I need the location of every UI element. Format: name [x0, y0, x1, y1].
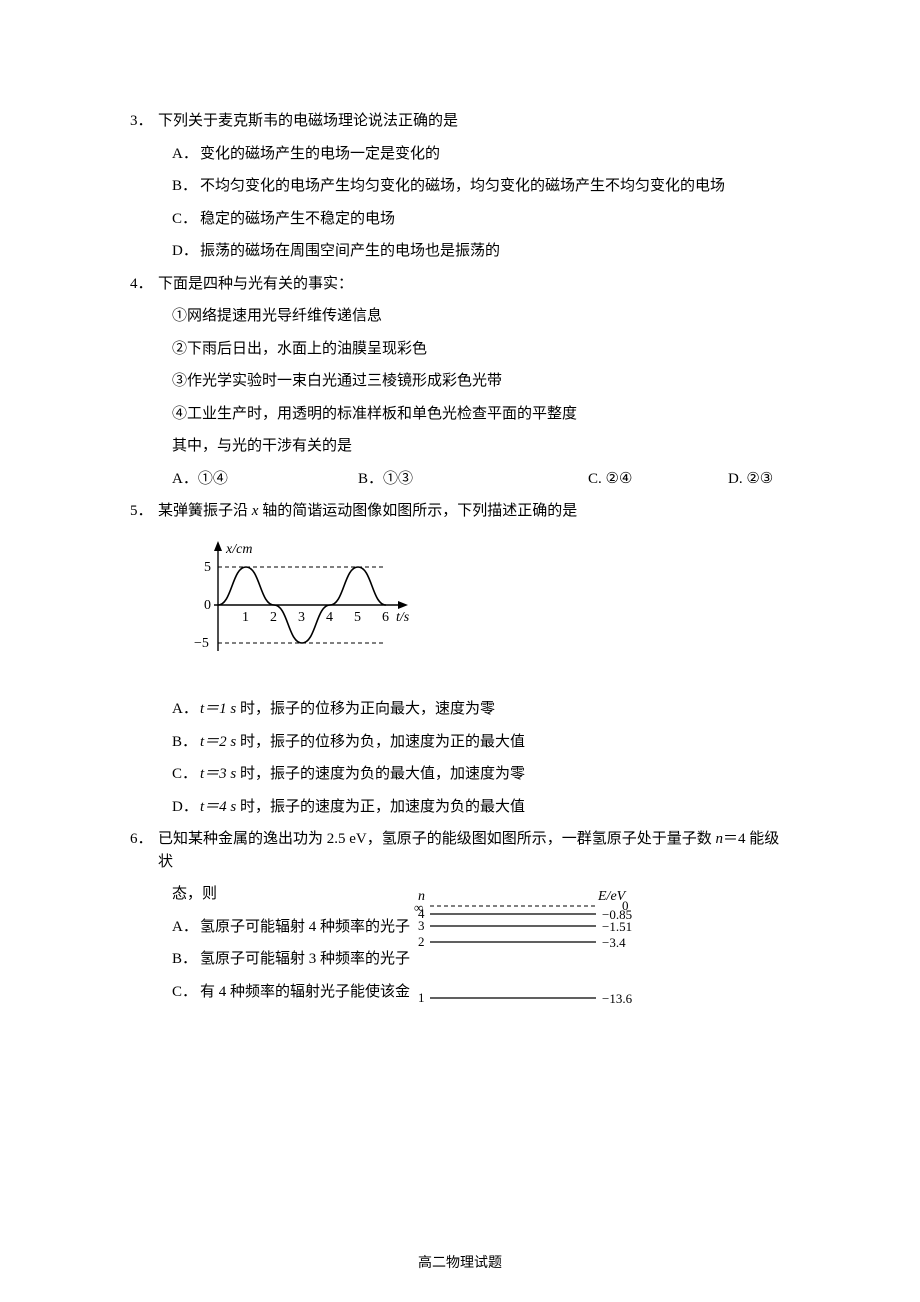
q4-sub-2: ②下雨后日出，水面上的油膜呈现彩色 — [172, 338, 790, 361]
x-tick-1: 1 — [242, 610, 249, 625]
option-text: 稳定的磁场产生不稳定的电场 — [200, 208, 790, 231]
q4-stem: 4． 下面是四种与光有关的事实： — [130, 273, 790, 296]
q5-option-b: B． t＝2 s 时，振子的位移为负，加速度为正的最大值 — [172, 731, 790, 754]
q4-option-d: D. ②③ — [728, 468, 773, 491]
option-text: t＝2 s 时，振子的位移为负，加速度为正的最大值 — [200, 731, 790, 754]
y-zero: 0 — [204, 598, 211, 613]
question-6: 6． 已知某种金属的逸出功为 2.5 eV，氢原子的能级图如图所示，一群氢原子处… — [130, 828, 790, 1003]
var-t: t＝1 s — [200, 701, 236, 717]
q3-option-a: A． 变化的磁场产生的电场一定是变化的 — [172, 143, 790, 166]
option-letter: B． — [172, 175, 200, 198]
opt-tail: 时，振子的位移为负，加速度为正的最大值 — [236, 734, 525, 750]
q6-energy-diagram: n E/eV ∞ 0 4 −0.85 3 −1.51 2 −3.4 1 — [410, 888, 660, 1016]
q5-text-pre: 某弹簧振子沿 — [158, 503, 252, 519]
q4-sub-3: ③作光学实验时一束白光通过三棱镜形成彩色光带 — [172, 370, 790, 393]
q3-option-b: B． 不均匀变化的电场产生均匀变化的磁场，均匀变化的磁场产生不均匀变化的电场 — [172, 175, 790, 198]
q6-stem: 6． 已知某种金属的逸出功为 2.5 eV，氢原子的能级图如图所示，一群氢原子处… — [130, 828, 790, 873]
q5-number: 5． — [130, 500, 158, 523]
q3-option-d: D． 振荡的磁场在周围空间产生的电场也是振荡的 — [172, 240, 790, 263]
q6-var-n: n — [716, 831, 724, 847]
q6-text-pre: 已知某种金属的逸出功为 2.5 eV，氢原子的能级图如图所示，一群氢原子处于量子… — [158, 831, 716, 847]
n2-label: 2 — [418, 934, 425, 949]
page: 3． 下列关于麦克斯韦的电磁场理论说法正确的是 A． 变化的磁场产生的电场一定是… — [0, 0, 920, 1302]
option-letter: A． — [172, 916, 200, 939]
footer-text: 高二物理试题 — [418, 1256, 502, 1271]
var-t: t＝4 s — [200, 799, 236, 815]
q3-number: 3． — [130, 110, 158, 133]
option-letter: A． — [172, 698, 200, 721]
q5-option-d: D． t＝4 s 时，振子的速度为正，加速度为负的最大值 — [172, 796, 790, 819]
e3-label: −1.51 — [602, 919, 632, 934]
x-tick-4: 4 — [326, 610, 333, 625]
q5-text-post: 轴的简谐运动图像如图所示，下列描述正确的是 — [258, 503, 577, 519]
q4-option-a: A．①④ — [172, 468, 358, 491]
option-text: 不均匀变化的电场产生均匀变化的磁场，均匀变化的磁场产生不均匀变化的电场 — [200, 175, 790, 198]
opt-tail: 时，振子的位移为正向最大，速度为零 — [236, 701, 495, 717]
option-text: 振荡的磁场在周围空间产生的电场也是振荡的 — [200, 240, 790, 263]
option-letter: B． — [172, 948, 200, 971]
option-text: t＝1 s 时，振子的位移为正向最大，速度为零 — [200, 698, 790, 721]
option-text: t＝4 s 时，振子的速度为正，加速度为负的最大值 — [200, 796, 790, 819]
option-letter: A． — [172, 143, 200, 166]
n1-label: 1 — [418, 990, 425, 1005]
q5-stem: 5． 某弹簧振子沿 x 轴的简谐运动图像如图所示，下列描述正确的是 — [130, 500, 790, 523]
q5-option-c: C． t＝3 s 时，振子的速度为负的最大值，加速度为零 — [172, 763, 790, 786]
y-tick-pos: 5 — [204, 560, 211, 575]
x-tick-2: 2 — [270, 610, 277, 625]
q3-option-c: C． 稳定的磁场产生不稳定的电场 — [172, 208, 790, 231]
q4-option-c: C. ②④ — [588, 468, 728, 491]
e1-label: −13.6 — [602, 991, 633, 1006]
option-text: 变化的磁场产生的电场一定是变化的 — [200, 143, 790, 166]
q4-number: 4． — [130, 273, 158, 296]
q5-text: 某弹簧振子沿 x 轴的简谐运动图像如图所示，下列描述正确的是 — [158, 500, 790, 523]
q5-option-a: A． t＝1 s 时，振子的位移为正向最大，速度为零 — [172, 698, 790, 721]
x-tick-3: 3 — [298, 610, 305, 625]
q3-stem: 3． 下列关于麦克斯韦的电磁场理论说法正确的是 — [130, 110, 790, 133]
q6-number: 6． — [130, 828, 158, 873]
x-axis-label: t/s — [396, 610, 410, 625]
q4-option-b: B．①③ — [358, 468, 588, 491]
q4-sub-5: 其中，与光的干涉有关的是 — [172, 435, 790, 458]
x-tick-6: 6 — [382, 610, 389, 625]
option-letter: D． — [172, 796, 200, 819]
n3-label: 3 — [418, 918, 425, 933]
q5-chart: x/cm 5 0 −5 1 2 3 4 5 6 t/s — [186, 539, 790, 677]
option-letter: B． — [172, 731, 200, 754]
energy-level-svg: n E/eV ∞ 0 4 −0.85 3 −1.51 2 −3.4 1 — [410, 888, 660, 1008]
y-axis-label: x/cm — [225, 542, 252, 557]
option-letter: C． — [172, 763, 200, 786]
q4-sub-4: ④工业生产时，用透明的标准样板和单色光检查平面的平整度 — [172, 403, 790, 426]
opt-tail: 时，振子的速度为正，加速度为负的最大值 — [236, 799, 525, 815]
option-text: t＝3 s 时，振子的速度为负的最大值，加速度为零 — [200, 763, 790, 786]
opt-tail: 时，振子的速度为负的最大值，加速度为零 — [236, 766, 525, 782]
page-footer: 高二物理试题 — [0, 1253, 920, 1274]
option-letter: C． — [172, 981, 200, 1004]
q6-text: 已知某种金属的逸出功为 2.5 eV，氢原子的能级图如图所示，一群氢原子处于量子… — [158, 828, 790, 873]
var-t: t＝2 s — [200, 734, 236, 750]
q4-sub-1: ①网络提速用光导纤维传递信息 — [172, 305, 790, 328]
option-letter: D． — [172, 240, 200, 263]
x-tick-5: 5 — [354, 610, 361, 625]
q4-text: 下面是四种与光有关的事实： — [158, 273, 790, 296]
option-letter: C． — [172, 208, 200, 231]
y-tick-neg: −5 — [194, 636, 209, 651]
var-t: t＝3 s — [200, 766, 236, 782]
q4-options: A．①④ B．①③ C. ②④ D. ②③ — [172, 468, 790, 491]
question-4: 4． 下面是四种与光有关的事实： ①网络提速用光导纤维传递信息 ②下雨后日出，水… — [130, 273, 790, 491]
question-5: 5． 某弹簧振子沿 x 轴的简谐运动图像如图所示，下列描述正确的是 x/cm — [130, 500, 790, 818]
e2-label: −3.4 — [602, 935, 626, 950]
shm-chart-svg: x/cm 5 0 −5 1 2 3 4 5 6 t/s — [186, 539, 426, 669]
q3-text: 下列关于麦克斯韦的电磁场理论说法正确的是 — [158, 110, 790, 133]
question-3: 3． 下列关于麦克斯韦的电磁场理论说法正确的是 A． 变化的磁场产生的电场一定是… — [130, 110, 790, 263]
